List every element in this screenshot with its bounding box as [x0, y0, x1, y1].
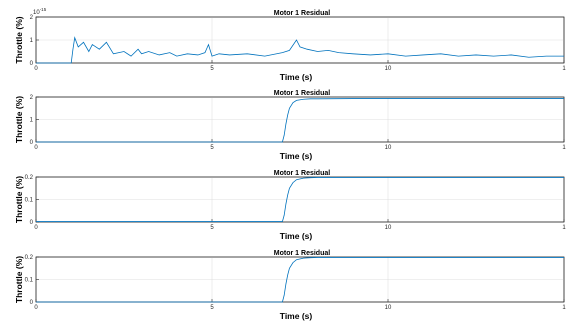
- x-tick-label: 10: [385, 66, 392, 72]
- y-tick-label: 0: [30, 140, 34, 146]
- x-tick-label: 5: [210, 225, 214, 231]
- x-axis-label: Time (s): [280, 72, 313, 82]
- axes-border: [35, 96, 565, 143]
- y-exponent-superscript: -15: [40, 7, 47, 12]
- series-line: [36, 36, 564, 64]
- y-tick-label: 0: [30, 300, 34, 306]
- x-tick-label: 0: [34, 145, 38, 151]
- x-tick-label: 5: [210, 145, 214, 151]
- x-tick-label: 5: [210, 305, 214, 311]
- axes-border: [35, 256, 565, 303]
- x-axis-label: Time (s): [280, 151, 313, 161]
- chart-title: Motor 1 Residual: [274, 10, 330, 17]
- y-tick-label: 1: [30, 38, 34, 44]
- y-axis-label: Throttle (%): [14, 256, 24, 303]
- y-tick-label: 0: [30, 61, 34, 67]
- y-tick-label: 0.2: [25, 175, 34, 181]
- x-tick-label: 5: [210, 66, 214, 72]
- x-tick-label: 10: [385, 225, 392, 231]
- series-line: [36, 98, 564, 143]
- series-line: [36, 177, 564, 222]
- x-tick-label: 0: [34, 66, 38, 72]
- y-axis-label: Throttle (%): [14, 96, 24, 143]
- x-tick-label: 1: [562, 145, 566, 151]
- x-tick-label: 0: [34, 225, 38, 231]
- y-tick-label: 1: [30, 118, 34, 124]
- x-tick-label: 1: [562, 305, 566, 311]
- x-tick-label: 10: [385, 145, 392, 151]
- chart-title: Motor 1 Residual: [274, 90, 330, 97]
- series-line: [36, 257, 564, 303]
- x-tick-label: 1: [562, 66, 566, 72]
- x-axis-label: Time (s): [280, 231, 313, 241]
- x-tick-label: 10: [385, 305, 392, 311]
- y-tick-label: 0: [30, 220, 34, 226]
- y-tick-label: 2: [30, 15, 34, 21]
- chart-title: Motor 1 Residual: [274, 250, 330, 257]
- y-axis-label: Throttle (%): [14, 176, 24, 223]
- chart-title: Motor 1 Residual: [274, 170, 330, 177]
- x-axis-label: Time (s): [280, 311, 313, 321]
- y-axis-label: Throttle (%): [14, 16, 24, 63]
- axes-border: [35, 176, 565, 223]
- y-tick-label: 0.1: [25, 198, 34, 204]
- y-exponent-label: 10-15: [33, 7, 47, 16]
- x-tick-label: 0: [34, 305, 38, 311]
- y-tick-label: 0.2: [25, 255, 34, 261]
- x-tick-label: 1: [562, 225, 566, 231]
- axes-border: [35, 16, 565, 64]
- y-tick-label: 0.1: [25, 278, 34, 284]
- y-tick-label: 2: [30, 95, 34, 101]
